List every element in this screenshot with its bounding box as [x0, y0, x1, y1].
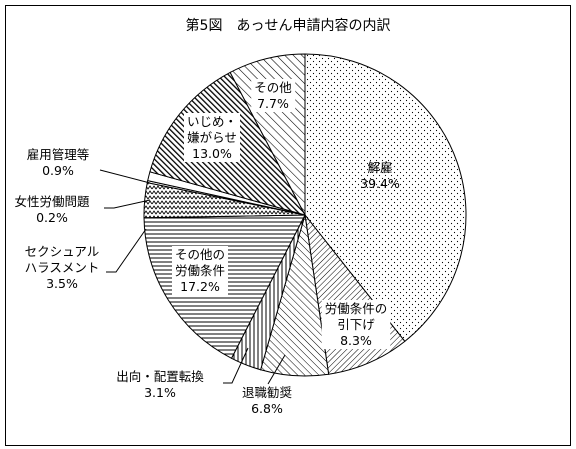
leader-line-women-labor [104, 199, 151, 209]
slice-value-bullying: 13.0% [192, 146, 232, 161]
label-background-other [251, 79, 296, 112]
slice-value-dismissal: 39.4% [360, 176, 400, 191]
slice-value-other: 7.7% [257, 96, 289, 111]
slice-name-dismissal: 解雇 [367, 160, 392, 175]
slice-value-wage-cut: 8.3% [340, 333, 372, 348]
slice-value-other-conditions: 17.2% [180, 279, 220, 294]
label-background-wage-cut [321, 300, 391, 349]
slice-name-bullying: いじめ・ [187, 114, 237, 129]
slice-name-employment-management: 雇用管理等 [27, 147, 90, 162]
slice-value-employment-management: 0.9% [42, 163, 74, 178]
pie-slice-dismissal [304, 53, 467, 343]
slice-value-retirement-pressure: 6.8% [251, 401, 283, 416]
slice-name-transfer: 出向・配置転換 [116, 369, 204, 384]
leader-line-retirement-pressure [267, 354, 286, 385]
slice-name-wage-cut: 引下げ [337, 317, 375, 332]
slice-name-other-conditions: その他の [175, 247, 225, 262]
slice-name-other-conditions: 労働条件 [175, 263, 225, 278]
chart-title: 第5図 あっせん申請内容の内訳 [186, 17, 391, 34]
slice-name-retirement-pressure: 退職勧奨 [242, 385, 293, 400]
slice-value-women-labor: 0.2% [36, 210, 68, 225]
slice-name-wage-cut: 労働条件の [325, 301, 388, 316]
leader-line-sexual-harassment [106, 228, 147, 273]
slice-value-transfer: 3.1% [144, 385, 176, 400]
label-background-bullying [183, 113, 241, 162]
label-background-other-conditions [171, 246, 229, 295]
leader-line-employment-management [99, 169, 151, 184]
slice-value-sexual-harassment: 3.5% [46, 276, 78, 291]
slice-name-sexual-harassment: ハラスメント [25, 260, 100, 275]
slice-name-sexual-harassment: セクシュアル [25, 244, 100, 259]
slice-name-other: その他 [254, 80, 292, 95]
slice-name-bullying: 嫌がらせ [187, 130, 237, 145]
leader-line-transfer [223, 347, 249, 384]
slice-name-women-labor: 女性労働問題 [14, 194, 90, 209]
